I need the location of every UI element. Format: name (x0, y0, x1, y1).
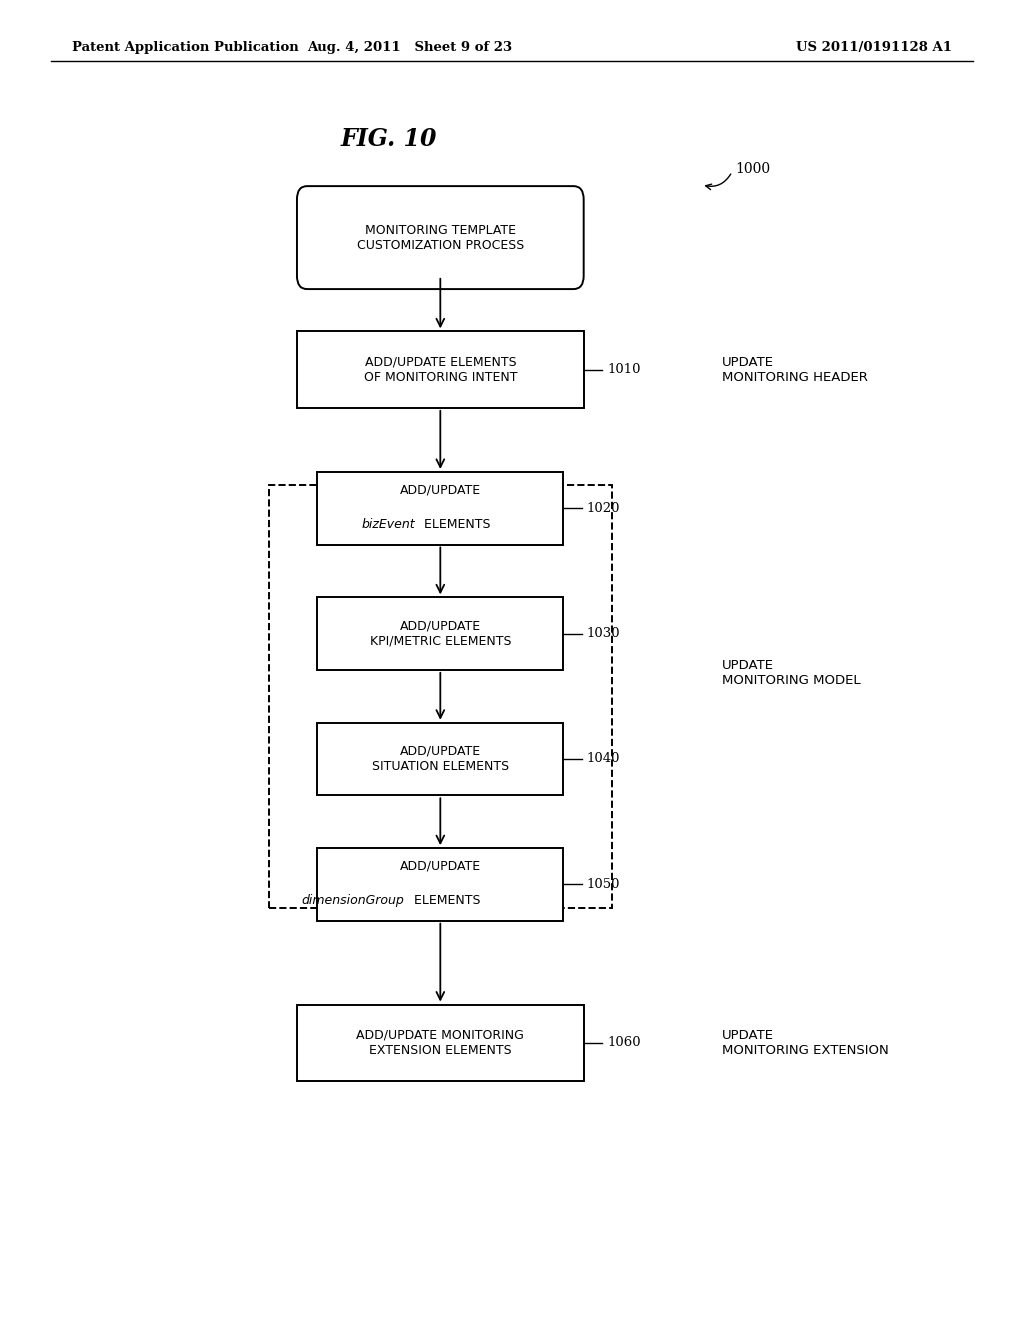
Text: 1040: 1040 (587, 752, 621, 766)
Text: UPDATE
MONITORING HEADER: UPDATE MONITORING HEADER (722, 355, 867, 384)
Text: 1000: 1000 (735, 162, 770, 176)
Text: ELEMENTS: ELEMENTS (410, 894, 480, 907)
Bar (297, 1005, 584, 1081)
Text: 1020: 1020 (587, 502, 621, 515)
Text: US 2011/0191128 A1: US 2011/0191128 A1 (797, 41, 952, 54)
Text: FIG. 10: FIG. 10 (341, 127, 437, 150)
Text: 1060: 1060 (607, 1036, 641, 1049)
Text: Aug. 4, 2011   Sheet 9 of 23: Aug. 4, 2011 Sheet 9 of 23 (307, 41, 512, 54)
Text: bizEvent: bizEvent (361, 517, 415, 531)
Text: 1030: 1030 (587, 627, 621, 640)
Text: dimensionGroup: dimensionGroup (302, 894, 404, 907)
Text: 1010: 1010 (607, 363, 641, 376)
Bar (317, 471, 563, 544)
Text: 1050: 1050 (587, 878, 621, 891)
Text: MONITORING TEMPLATE
CUSTOMIZATION PROCESS: MONITORING TEMPLATE CUSTOMIZATION PROCES… (356, 223, 524, 252)
Bar (317, 723, 563, 795)
Bar (317, 849, 563, 921)
Text: UPDATE
MONITORING MODEL: UPDATE MONITORING MODEL (722, 659, 860, 688)
Text: ADD/UPDATE: ADD/UPDATE (399, 859, 481, 873)
Bar (268, 484, 611, 908)
Bar (297, 331, 584, 408)
Bar (317, 597, 563, 671)
Text: ADD/UPDATE MONITORING
EXTENSION ELEMENTS: ADD/UPDATE MONITORING EXTENSION ELEMENTS (356, 1028, 524, 1057)
Text: ADD/UPDATE ELEMENTS
OF MONITORING INTENT: ADD/UPDATE ELEMENTS OF MONITORING INTENT (364, 355, 517, 384)
Text: Patent Application Publication: Patent Application Publication (72, 41, 298, 54)
Text: ADD/UPDATE
SITUATION ELEMENTS: ADD/UPDATE SITUATION ELEMENTS (372, 744, 509, 774)
Text: ADD/UPDATE
KPI/METRIC ELEMENTS: ADD/UPDATE KPI/METRIC ELEMENTS (370, 619, 511, 648)
Text: ADD/UPDATE: ADD/UPDATE (399, 483, 481, 496)
Text: ELEMENTS: ELEMENTS (420, 517, 490, 531)
Text: UPDATE
MONITORING EXTENSION: UPDATE MONITORING EXTENSION (722, 1028, 889, 1057)
FancyBboxPatch shape (297, 186, 584, 289)
